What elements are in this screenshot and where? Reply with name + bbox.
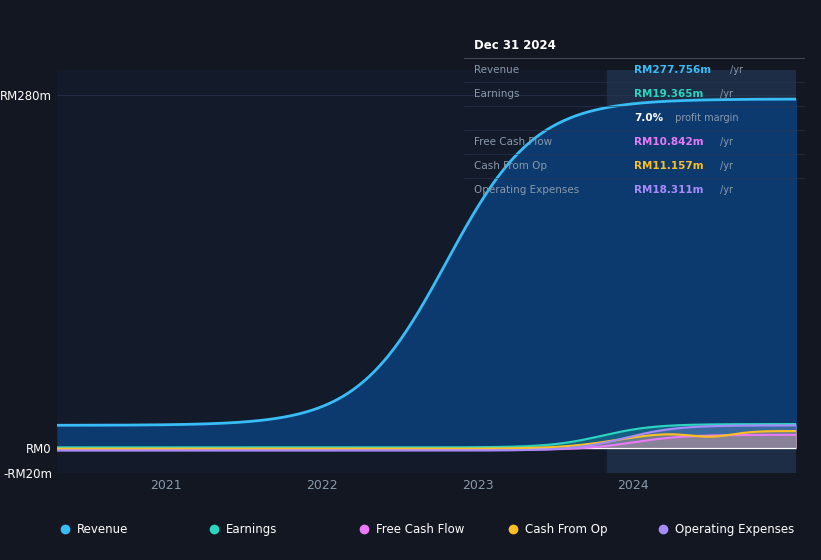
Text: /yr: /yr: [720, 88, 733, 99]
Text: RM19.365m: RM19.365m: [635, 88, 704, 99]
Text: Cash From Op: Cash From Op: [525, 522, 608, 536]
Text: /yr: /yr: [720, 185, 733, 194]
Text: Earnings: Earnings: [227, 522, 277, 536]
Text: RM10.842m: RM10.842m: [635, 137, 704, 147]
Text: Free Cash Flow: Free Cash Flow: [474, 137, 553, 147]
Text: /yr: /yr: [720, 161, 733, 171]
Text: RM18.311m: RM18.311m: [635, 185, 704, 194]
Text: Cash From Op: Cash From Op: [474, 161, 547, 171]
Text: /yr: /yr: [730, 64, 743, 74]
Text: Revenue: Revenue: [474, 64, 519, 74]
Text: Revenue: Revenue: [77, 522, 128, 536]
Text: RM277.756m: RM277.756m: [635, 64, 711, 74]
Text: Dec 31 2024: Dec 31 2024: [474, 39, 556, 52]
Bar: [607, 70, 821, 473]
Text: RM11.157m: RM11.157m: [635, 161, 704, 171]
Text: Operating Expenses: Operating Expenses: [675, 522, 794, 536]
Text: /yr: /yr: [720, 137, 733, 147]
Text: profit margin: profit margin: [672, 113, 739, 123]
Text: Earnings: Earnings: [474, 88, 520, 99]
Text: 7.0%: 7.0%: [635, 113, 663, 123]
Text: Free Cash Flow: Free Cash Flow: [376, 522, 464, 536]
Text: Operating Expenses: Operating Expenses: [474, 185, 580, 194]
